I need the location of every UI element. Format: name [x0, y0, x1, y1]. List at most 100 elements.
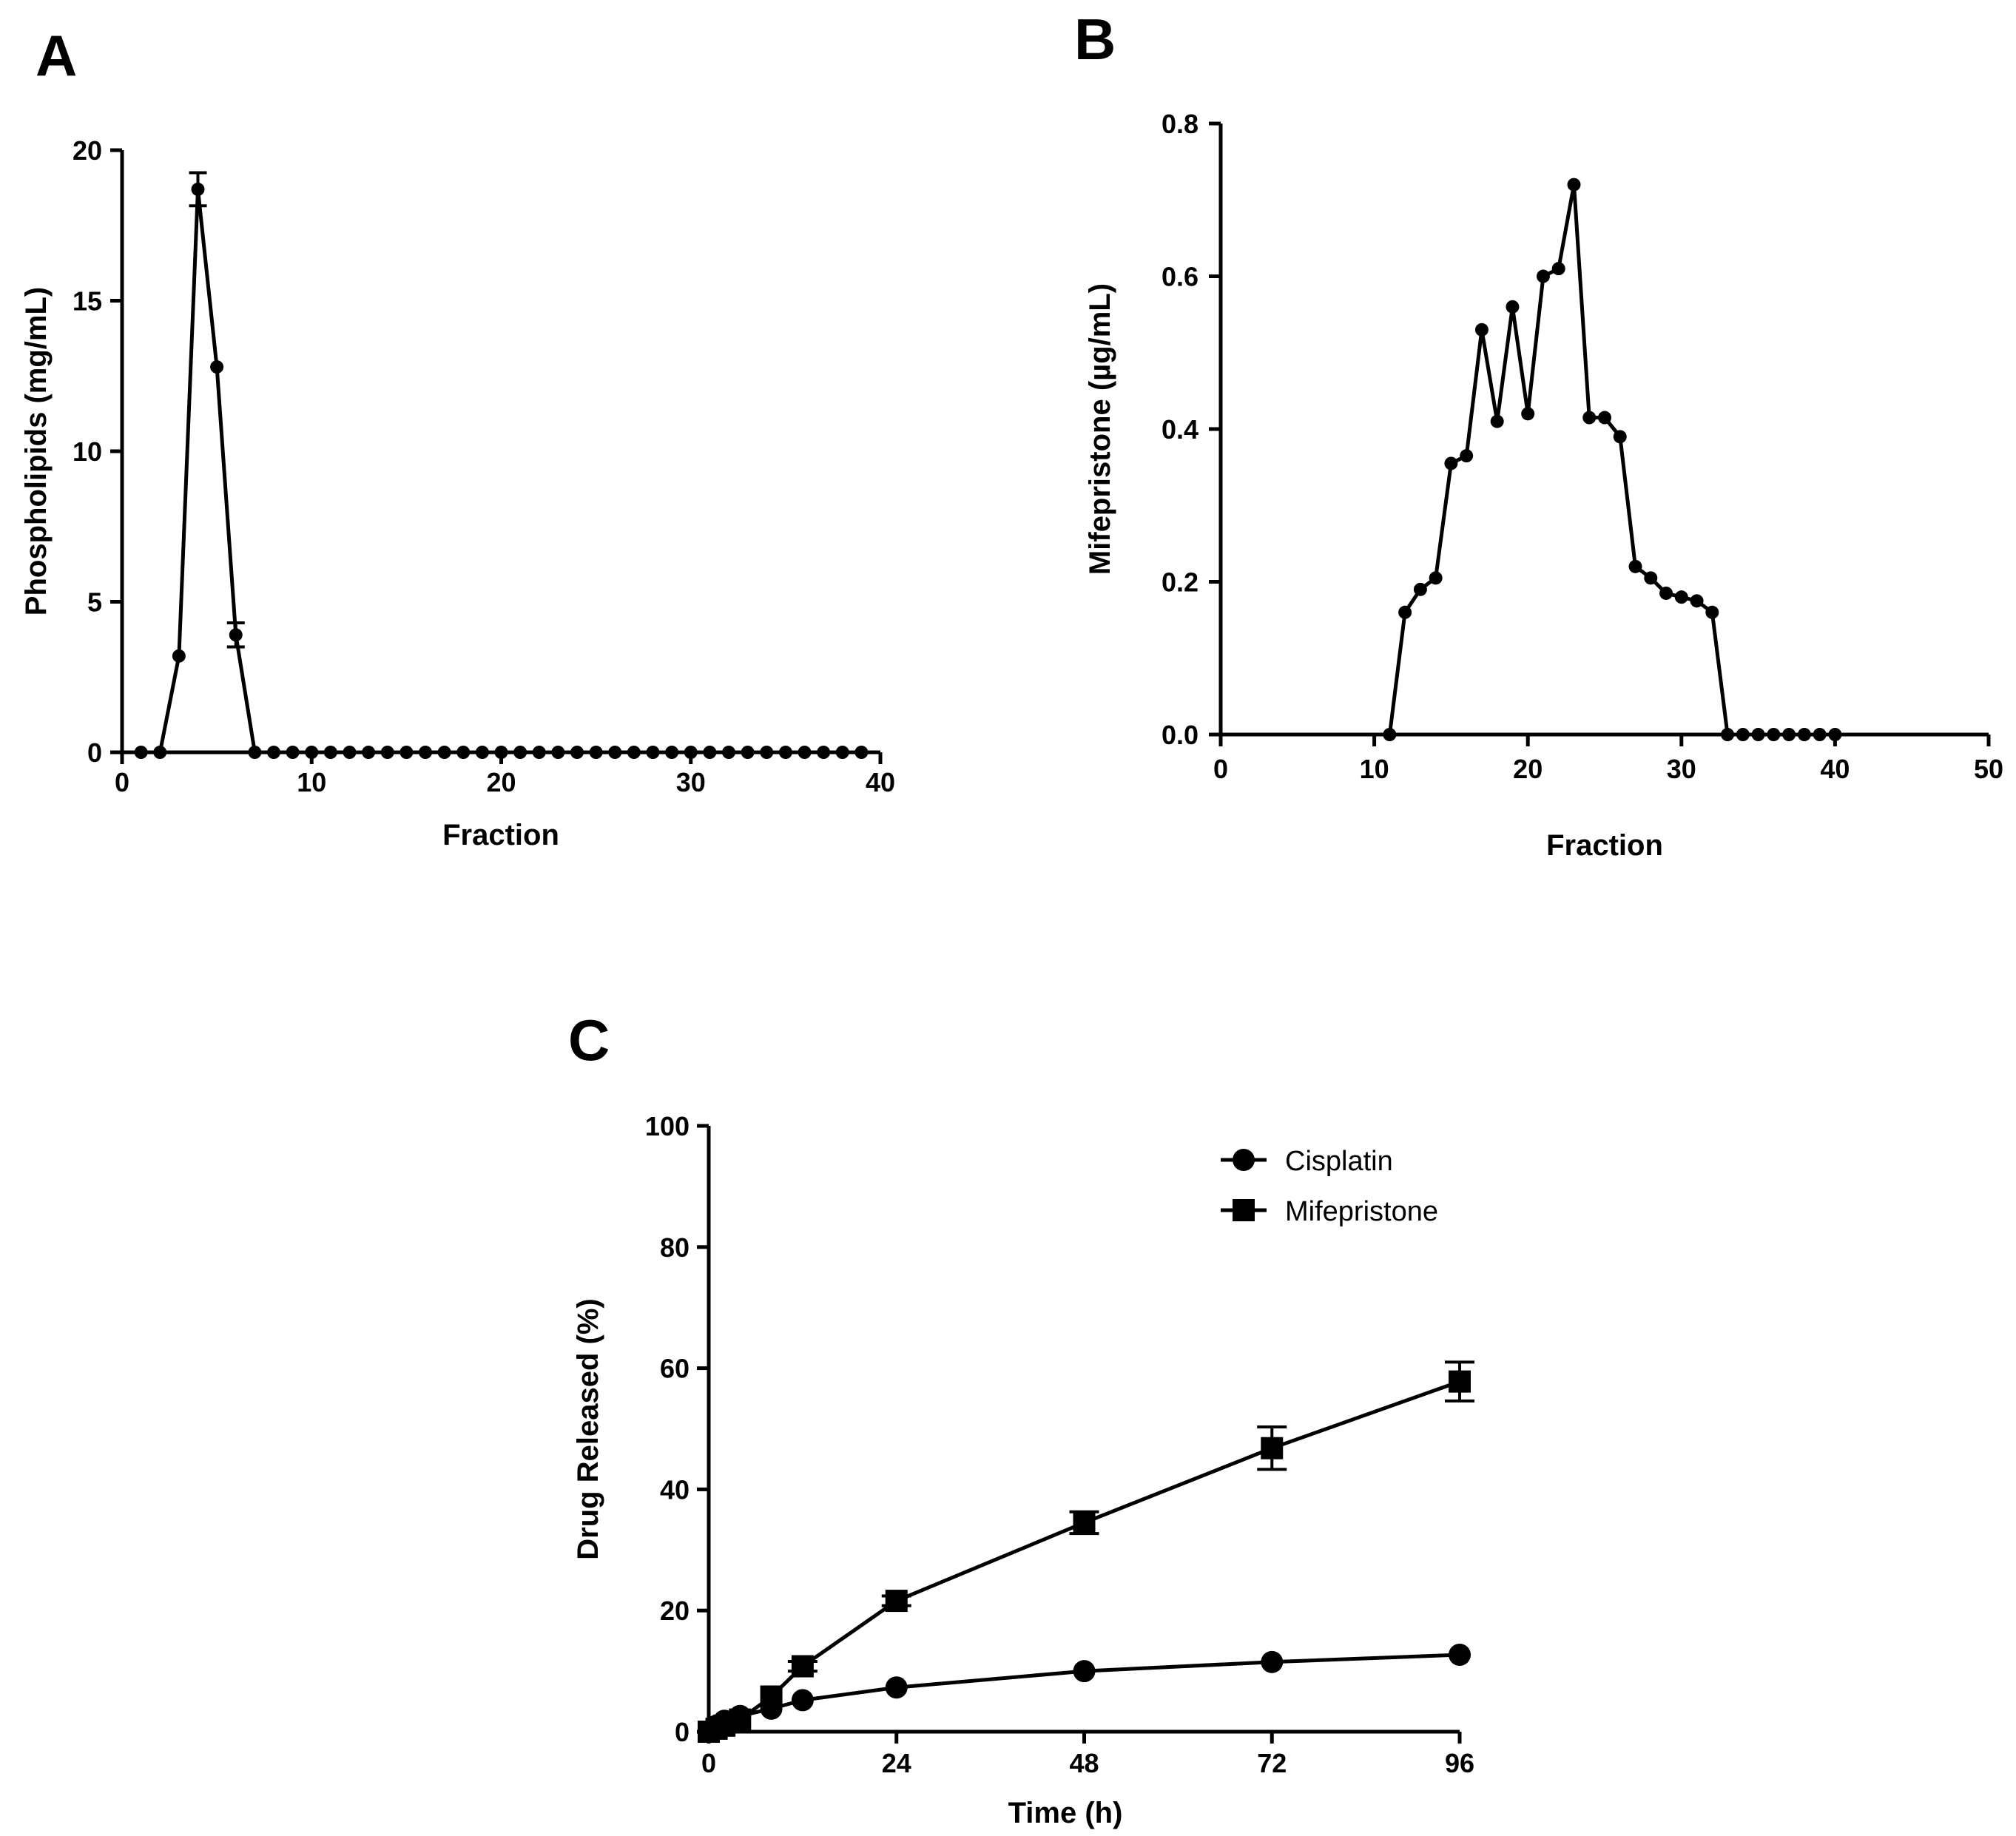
y-axis-title-a: Phospholipids (mg/mL): [20, 287, 53, 615]
x-tick-label-b-1: 10: [1360, 754, 1389, 784]
data-point-c-cisplatin-5: [791, 1689, 814, 1712]
data-point-a-phospholipids-31: [722, 746, 735, 759]
y-tick-label-b-1: 0.2: [1162, 567, 1199, 598]
data-point-a-phospholipids-21: [532, 746, 546, 759]
x-tick-label-b-3: 30: [1667, 754, 1696, 784]
data-point-c-mifepristone-6: [885, 1590, 908, 1613]
data-point-a-phospholipids-26: [627, 746, 641, 759]
y-tick-label-a-0: 0: [87, 738, 102, 768]
data-point-b-mifepristone-8: [1506, 300, 1520, 314]
data-point-b-mifepristone-24: [1751, 728, 1765, 741]
data-point-c-mifepristone-4: [760, 1685, 783, 1708]
data-point-a-phospholipids-37: [835, 746, 849, 759]
data-point-c-mifepristone-5: [791, 1655, 814, 1678]
data-point-a-phospholipids-3: [191, 182, 205, 196]
y-tick-label-c-5: 100: [645, 1111, 690, 1141]
x-tick-label-b-0: 0: [1213, 754, 1228, 784]
data-point-a-phospholipids-30: [703, 746, 717, 759]
y-tick-label-c-2: 40: [660, 1474, 690, 1505]
data-point-b-mifepristone-7: [1490, 414, 1504, 428]
y-tick-label-c-3: 60: [660, 1354, 690, 1384]
panel-label-c: C: [568, 1008, 610, 1073]
data-point-a-phospholipids-35: [798, 746, 812, 759]
y-tick-label-b-0: 0.0: [1162, 720, 1199, 750]
data-point-b-mifepristone-14: [1598, 411, 1611, 425]
panel-label-a: A: [36, 23, 77, 88]
data-point-a-phospholipids-28: [665, 746, 679, 759]
data-point-a-phospholipids-9: [305, 746, 319, 759]
panel-label-b: B: [1074, 7, 1116, 72]
data-point-b-mifepristone-2: [1413, 582, 1427, 596]
data-point-a-phospholipids-36: [817, 746, 831, 759]
data-point-a-phospholipids-29: [684, 746, 698, 759]
data-point-a-phospholipids-10: [323, 746, 337, 759]
y-tick-label-b-3: 0.6: [1162, 262, 1199, 292]
series-line-a-phospholipids: [141, 187, 862, 755]
y-tick-label-a-3: 15: [73, 286, 102, 317]
chart-panel-b: B 0.0 0.2 0.4 0.6 0.8 0 10 20 30 40 50 Fraction M…: [1074, 7, 2003, 862]
data-point-a-phospholipids-22: [551, 746, 565, 759]
chart-panel-a: A 0 5 10 15 20 0 10 20 30 40 Fraction Phospholip…: [20, 23, 895, 851]
data-point-a-phospholipids-17: [456, 746, 471, 759]
data-point-b-mifepristone-10: [1536, 269, 1550, 283]
data-point-b-mifepristone-26: [1782, 728, 1796, 741]
data-point-b-mifepristone-22: [1721, 728, 1735, 741]
data-point-b-mifepristone-19: [1674, 590, 1688, 604]
x-tick-label-a-1: 10: [297, 767, 326, 797]
x-tick-label-b-5: 50: [1974, 754, 2003, 784]
data-point-c-mifepristone-8: [1261, 1437, 1284, 1459]
data-point-c-mifepristone-3: [729, 1708, 752, 1731]
y-tick-label-c-1: 20: [660, 1596, 690, 1626]
data-point-b-mifepristone-27: [1797, 728, 1811, 741]
y-axis-title-c: Drug Released (%): [572, 1298, 604, 1559]
x-tick-label-c-1: 24: [882, 1748, 911, 1778]
data-point-a-phospholipids-38: [854, 746, 869, 759]
data-point-b-mifepristone-4: [1444, 456, 1458, 470]
legend-marker-mifepristone: [1233, 1199, 1255, 1221]
data-point-c-cisplatin-9: [1449, 1643, 1471, 1666]
data-point-a-phospholipids-27: [646, 746, 660, 759]
x-tick-label-c-0: 0: [701, 1748, 716, 1778]
data-point-a-phospholipids-20: [513, 746, 527, 759]
data-point-a-phospholipids-2: [172, 649, 186, 663]
y-tick-label-c-4: 80: [660, 1232, 690, 1263]
y-tick-label-a-4: 20: [73, 135, 102, 166]
data-point-b-mifepristone-16: [1628, 559, 1642, 573]
data-point-b-mifepristone-11: [1551, 262, 1565, 276]
data-point-b-mifepristone-3: [1429, 571, 1443, 585]
data-point-b-mifepristone-25: [1767, 728, 1781, 741]
x-axis-title-c: Time (h): [1008, 1797, 1123, 1829]
legend-label-cisplatin: Cisplatin: [1285, 1146, 1393, 1177]
x-tick-label-a-3: 30: [676, 767, 706, 797]
x-tick-label-c-3: 72: [1257, 1748, 1287, 1778]
x-tick-label-b-2: 20: [1513, 754, 1543, 784]
y-tick-label-a-2: 10: [73, 436, 102, 467]
y-tick-label-a-1: 5: [87, 587, 102, 618]
data-point-a-phospholipids-33: [760, 746, 774, 759]
data-point-b-mifepristone-15: [1613, 430, 1627, 444]
y-tick-label-c-0: 0: [675, 1717, 690, 1747]
x-tick-label-a-2: 20: [486, 767, 516, 797]
data-point-b-mifepristone-21: [1705, 605, 1719, 619]
x-axis-title-b: Fraction: [1546, 829, 1663, 862]
y-tick-label-b-2: 0.4: [1162, 414, 1199, 445]
x-tick-label-c-4: 96: [1445, 1748, 1474, 1778]
data-point-a-phospholipids-23: [570, 746, 584, 759]
data-point-b-mifepristone-9: [1521, 407, 1535, 421]
data-point-a-phospholipids-5: [229, 628, 243, 642]
legend-marker-cisplatin: [1233, 1149, 1255, 1171]
y-tick-label-b-4: 0.8: [1162, 109, 1199, 139]
data-point-a-phospholipids-18: [475, 746, 489, 759]
x-tick-label-a-4: 40: [866, 767, 895, 797]
legend-label-mifepristone: Mifepristone: [1285, 1196, 1438, 1227]
data-point-c-cisplatin-6: [885, 1676, 908, 1699]
data-point-a-phospholipids-4: [210, 360, 224, 374]
data-point-c-mifepristone-7: [1073, 1511, 1096, 1534]
legend: Cisplatin Mifepristone: [1221, 1146, 1438, 1227]
data-point-a-phospholipids-15: [419, 746, 432, 759]
data-point-a-phospholipids-7: [267, 746, 280, 759]
data-point-b-mifepristone-12: [1567, 178, 1581, 192]
y-axis-title-b: Mifepristone (µg/mL): [1084, 283, 1116, 575]
x-tick-label-c-2: 48: [1069, 1748, 1099, 1778]
